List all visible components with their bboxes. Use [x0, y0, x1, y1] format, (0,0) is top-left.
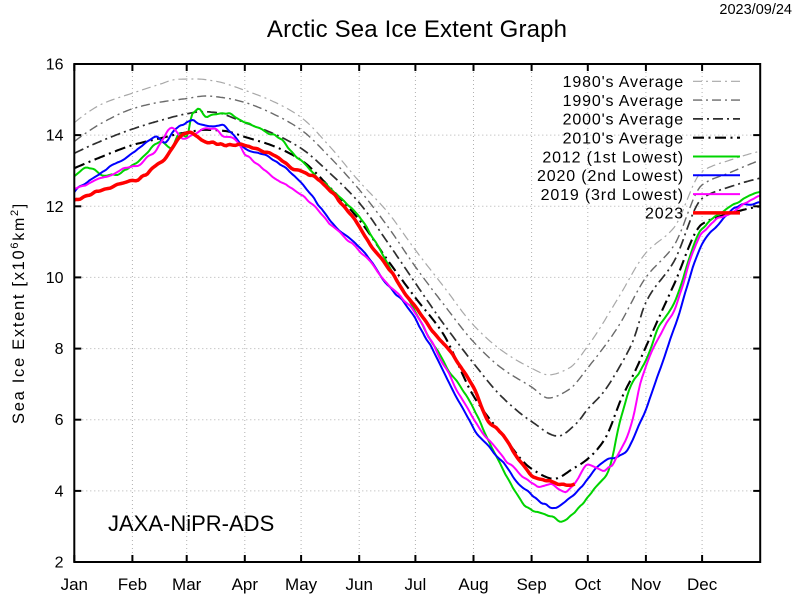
svg-text:2020 (2nd Lowest): 2020 (2nd Lowest): [537, 168, 684, 185]
svg-text:JAXA-NiPR-ADS: JAXA-NiPR-ADS: [108, 511, 274, 536]
svg-text:Aug: Aug: [458, 575, 488, 594]
svg-text:Jan: Jan: [61, 575, 88, 594]
svg-text:2000's Average: 2000's Average: [563, 112, 684, 129]
svg-text:6: 6: [55, 412, 64, 429]
svg-text:Sep: Sep: [516, 575, 546, 594]
svg-text:2012 (1st Lowest): 2012 (1st Lowest): [542, 149, 684, 166]
svg-text:12: 12: [46, 199, 64, 216]
svg-text:Sea Ice Extent [x106km2]: Sea Ice Extent [x106km2]: [9, 202, 28, 424]
svg-text:2019 (3rd Lowest): 2019 (3rd Lowest): [541, 187, 684, 204]
svg-text:Feb: Feb: [118, 575, 147, 594]
svg-text:2023: 2023: [645, 206, 684, 223]
svg-text:Mar: Mar: [172, 575, 202, 594]
svg-text:10: 10: [46, 270, 64, 287]
svg-text:2: 2: [55, 555, 64, 572]
svg-text:Arctic Sea Ice Extent Graph: Arctic Sea Ice Extent Graph: [267, 16, 567, 43]
svg-text:14: 14: [46, 128, 64, 145]
svg-text:8: 8: [55, 341, 64, 358]
svg-text:4: 4: [55, 483, 64, 500]
svg-text:1980's Average: 1980's Average: [563, 74, 684, 91]
svg-text:1990's Average: 1990's Average: [563, 93, 684, 110]
svg-text:16: 16: [46, 57, 64, 74]
svg-text:Jul: Jul: [405, 575, 427, 594]
svg-text:2023/09/24: 2023/09/24: [719, 2, 792, 18]
svg-text:Apr: Apr: [232, 575, 259, 594]
svg-text:Nov: Nov: [631, 575, 662, 594]
svg-text:Dec: Dec: [687, 575, 718, 594]
svg-text:2010's Average: 2010's Average: [563, 131, 684, 148]
svg-text:Oct: Oct: [575, 575, 602, 594]
svg-text:May: May: [285, 575, 318, 594]
svg-text:Jun: Jun: [345, 575, 372, 594]
